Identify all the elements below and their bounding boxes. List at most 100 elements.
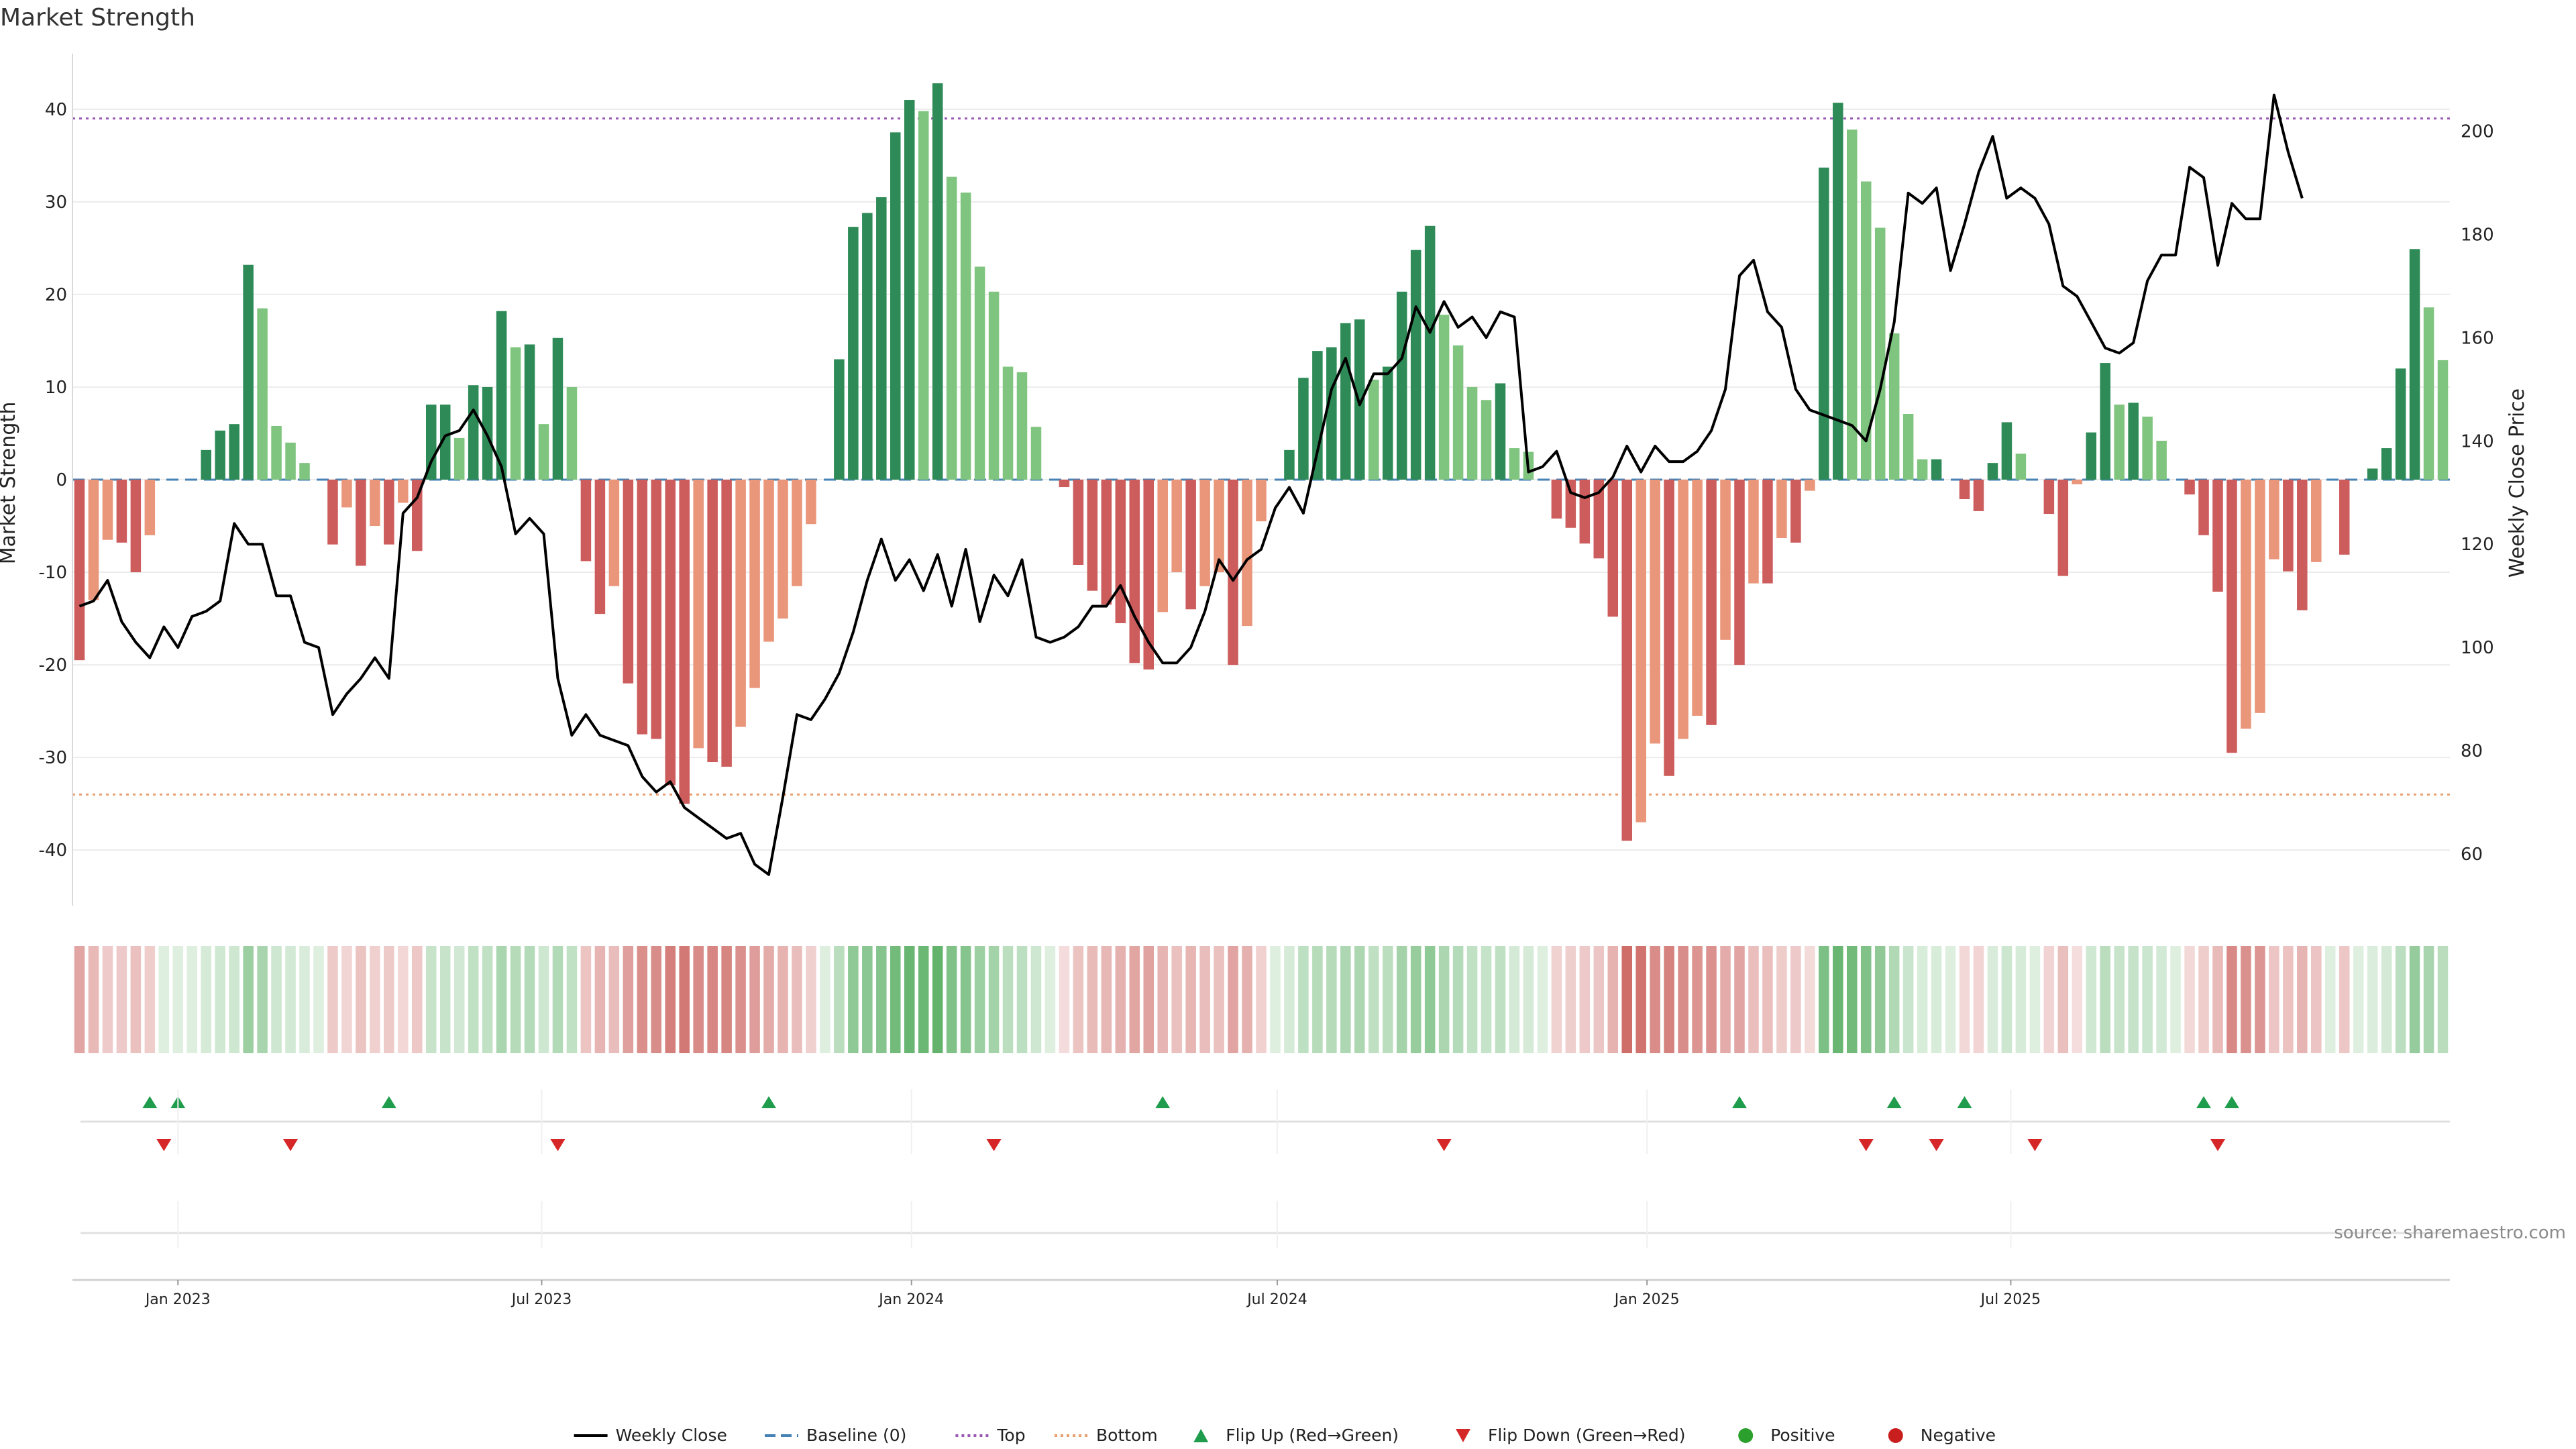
strength-bar [932,83,943,480]
strength-bar [1987,463,1998,480]
strength-bar [144,480,156,535]
heat-cell [2226,946,2237,1053]
axes: 403020100-10-20-30-402001801601401201008… [39,54,2494,906]
weekly-close-line [78,93,2304,876]
heat-cell [2072,946,2083,1053]
heat-cell [1228,946,1238,1053]
legend-label: Weekly Close [616,1426,727,1445]
strength-bar [2409,249,2420,480]
heat-cell [1945,946,1956,1053]
strength-bar [665,480,676,786]
heat-cell [1157,946,1168,1053]
heat-cell [1242,946,1252,1053]
strength-bar [341,480,352,508]
flip-up-marker [381,1096,396,1108]
strength-bar [1256,480,1267,522]
legend-label: Positive [1770,1426,1835,1445]
strength-bar [1101,480,1112,605]
heat-cell [1298,946,1309,1053]
heat-cell [158,946,170,1053]
strength-bar [2043,480,2055,515]
flip-down-marker [2210,1139,2225,1151]
strength-bar [2142,417,2153,480]
heat-cell [439,946,451,1053]
flip-down-marker [156,1139,172,1151]
strength-bar [2100,363,2110,480]
strength-bar [1847,129,1858,480]
heat-cell [201,946,211,1053]
heat-cell [1819,946,1829,1053]
strength-bar [439,405,451,480]
strength-bar [2423,307,2434,480]
strength-bar [777,480,788,619]
strength-bar [1650,480,1660,744]
strength-bar [1002,366,1014,480]
strength-bar [1340,323,1351,480]
heat-cell [876,946,887,1053]
heat-cell [1706,946,1717,1053]
heat-cell [425,946,437,1053]
y-right-tick-label: 100 [2461,638,2494,658]
heat-cell [2311,946,2322,1053]
heat-cell [1537,946,1548,1053]
heat-cell [890,946,901,1053]
y-left-tick-label: -10 [39,563,67,583]
strength-bar [1805,480,1815,491]
strength-bars [74,83,2449,841]
strength-bar [1551,480,1562,519]
heat-cell [398,946,409,1053]
heat-cell [1143,946,1154,1053]
flip-down-marker [1858,1139,1874,1151]
heat-cell [1284,946,1295,1053]
heat-cell [2100,946,2110,1053]
heat-cell [1678,946,1688,1053]
legend-item: Negative [1888,1426,1996,1445]
heat-cell [2086,946,2097,1053]
heat-cell [74,946,85,1053]
strength-bar [2156,441,2167,480]
heat-cell [2353,946,2364,1053]
y-right-tick-label: 140 [2461,431,2494,451]
strength-bar [1368,379,1379,480]
y-left-tick-label: -40 [39,841,67,861]
heat-cell [1270,946,1281,1053]
strength-bar [2241,480,2251,729]
strength-bar [834,359,845,480]
strength-bar [960,193,971,480]
heat-cell [904,946,915,1053]
heat-cell [1776,946,1787,1053]
strength-bar [693,480,704,749]
strength-bar [763,480,774,642]
strength-bar [1874,227,1886,480]
heat-cell [299,946,310,1053]
strength-bar [1495,383,1506,480]
strength-bar [862,213,873,480]
heat-cell [1833,946,1843,1053]
heat-cell [2198,946,2209,1053]
heat-cell [1495,946,1506,1053]
strength-bar [2114,405,2125,480]
strength-bar [1762,480,1773,584]
strength-bar [552,337,564,480]
strength-bar [1199,480,1210,586]
strength-bar [1242,480,1252,627]
heat-cell [2395,946,2406,1053]
strength-bar [215,430,225,480]
strength-bar [1734,480,1745,665]
heat-cell [665,946,676,1053]
heat-cell [482,946,493,1053]
heat-cell [271,946,282,1053]
legend-label: Baseline (0) [806,1426,906,1445]
heat-cell [974,946,985,1053]
legend-item: Flip Down (Green→Red) [1456,1426,1686,1445]
strength-bar [1438,315,1450,480]
strength-bar [1776,480,1787,538]
strength-bar [1143,480,1154,669]
heat-cell [1410,946,1421,1053]
strength-bar [1593,480,1605,559]
heat-cell [496,946,507,1053]
heat-cell [2156,946,2167,1053]
strength-bar [74,480,85,661]
heat-cell [2212,946,2223,1053]
strength-bar [1382,366,1393,480]
